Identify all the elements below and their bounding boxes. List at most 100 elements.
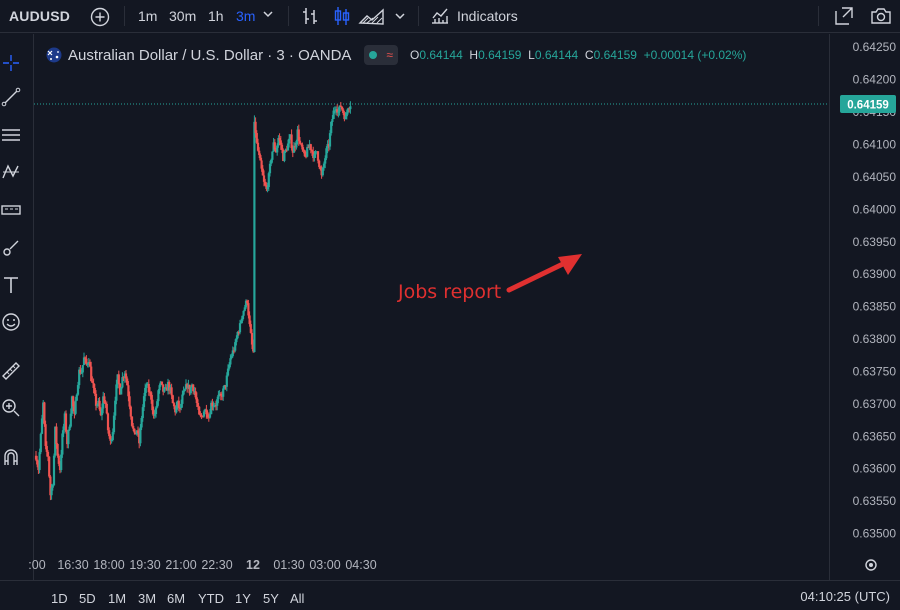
measure-tool[interactable] [0,360,22,382]
candle-body [61,433,64,455]
emoji-tool[interactable] [0,311,22,333]
range-all[interactable]: All [290,591,305,606]
timeframe-dropdown-button[interactable] [262,8,274,20]
candle-body [166,382,170,391]
annotation-label: Jobs report [397,281,501,303]
candle-body [316,151,320,161]
candle-body [223,385,226,389]
range-1d[interactable]: 1D [51,591,68,606]
candles-style-button[interactable] [332,5,352,27]
auto-scale-button[interactable] [865,559,877,571]
candle-body [267,173,270,188]
candle-body [220,395,224,397]
magnet-tool[interactable] [0,446,22,468]
timeframe-1h[interactable]: 1h [208,8,224,24]
candle-body [159,381,162,386]
candle-body [115,384,118,401]
bar-style-button[interactable] [300,5,320,27]
candle-body [210,402,213,415]
candle-body [265,185,268,189]
market-open-dot [369,51,378,59]
candle-body [42,402,45,419]
candle-body [234,342,237,351]
candle-body [126,378,129,386]
candle-body [132,425,135,429]
fullscreen-button[interactable] [833,5,855,27]
zoom-tool[interactable] [0,397,22,419]
candle-body [285,149,288,151]
close-key: C [584,48,594,62]
snapshot-button[interactable] [869,5,893,27]
range-1y[interactable]: 1Y [235,591,251,606]
candle-body [103,396,106,403]
candle-body [250,332,254,345]
y-tick-label: 0.64200 [853,73,897,87]
last-price-badge [840,95,896,113]
area-style-button[interactable] [358,5,386,27]
candle-body [97,400,100,405]
candle-body [206,414,209,418]
candles-layer [34,101,352,501]
symbol-label[interactable]: AUDUSD [9,8,71,24]
camera-icon [871,8,891,24]
brush-tool[interactable] [0,237,22,259]
candle-body [88,361,92,367]
plus-circle-icon [90,7,110,27]
trend-line-tool[interactable] [0,86,22,108]
utc-clock[interactable]: 04:10:25 (UTC) [800,589,890,604]
candle-body [73,406,76,414]
candle-body [312,151,315,158]
range-5d[interactable]: 5D [79,591,96,606]
candle-body [120,387,123,395]
market-status-pill[interactable]: ≈ [364,45,399,65]
last-price-label: 0.64159 [847,100,889,112]
candle-body [62,426,65,434]
candle-body [219,393,222,396]
candle-body [333,110,336,112]
candle-body [247,303,250,316]
range-1m[interactable]: 1M [108,591,127,606]
candle-body [208,414,212,418]
candle-body [205,409,208,415]
indicators-button[interactable]: Indicators [430,6,518,26]
smiley-icon [2,313,20,331]
timeframe-3m[interactable]: 3m [236,8,256,24]
timeframe-30m[interactable]: 30m [169,8,197,24]
add-symbol-button[interactable] [88,5,112,29]
text-tool[interactable] [0,274,22,296]
candle-body [102,396,105,409]
horizontal-lines-tool[interactable] [0,124,22,146]
candle-body [346,108,350,113]
candle-body [58,463,62,471]
candle-body [292,146,296,153]
candle-body [150,392,153,400]
prediction-tool[interactable] [0,199,22,221]
candle-body [294,146,297,148]
range-3m[interactable]: 3M [138,591,157,606]
pattern-tool[interactable] [0,161,22,183]
candle-body [44,424,47,446]
candle-body [339,105,342,107]
crosshair-icon [3,55,19,71]
bottom-toolbar: 1D 5D 1M 3M 6M YTD 1Y 5Y All 04:10:25 (U… [0,580,900,610]
candle-body [87,361,90,364]
candle-body [108,430,111,437]
chart-title[interactable]: Australian Dollar / U.S. Dollar · 3 · OA… [68,46,352,64]
crosshair-tool[interactable] [0,52,22,74]
candle-body [50,487,53,496]
candle-body [241,315,244,321]
y-tick-label: 0.63500 [853,527,897,541]
y-tick-label: 0.63800 [853,332,897,346]
candle-body [122,377,125,379]
range-5y[interactable]: 5Y [263,591,279,606]
gear-icon [865,559,877,571]
range-ytd[interactable]: YTD [198,591,224,606]
chart-style-dropdown-button[interactable] [394,10,406,22]
candle-body [174,406,177,413]
candle-body [327,144,330,147]
range-6m[interactable]: 6M [167,591,186,606]
candle-body [324,158,327,164]
candle-body [243,307,246,311]
timeframe-1m[interactable]: 1m [138,8,158,24]
